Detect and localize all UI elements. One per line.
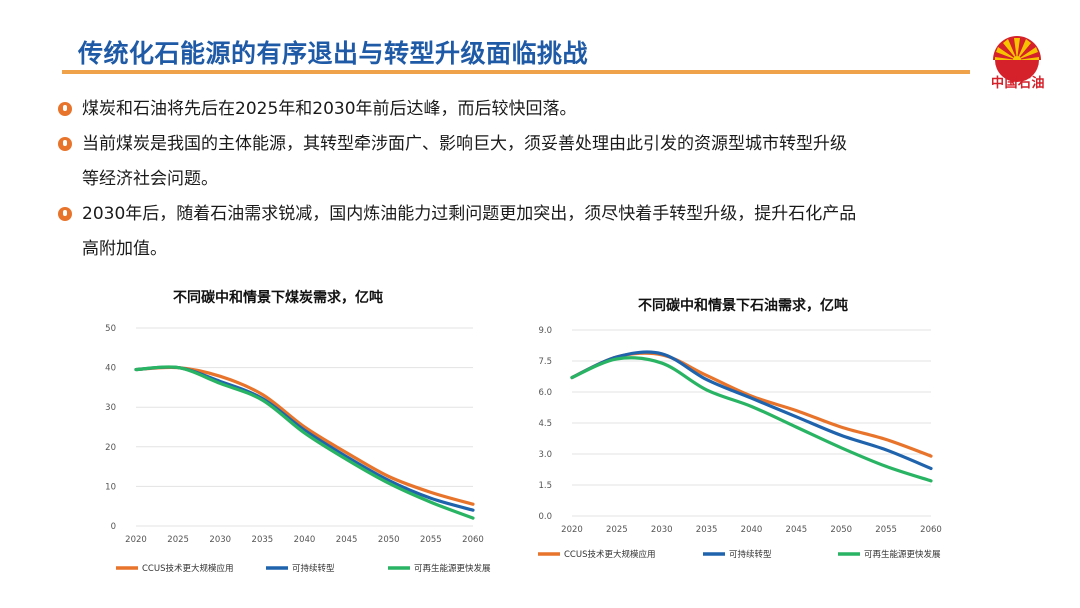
bullet-list: 煤炭和石油将先后在2025年和2030年前后达峰，而后较快回落。 当前煤炭是我国…	[58, 92, 1038, 267]
y-tick-label: 6.0	[538, 388, 552, 398]
x-tick-label: 2025	[606, 525, 628, 535]
x-tick-label: 2055	[875, 525, 897, 535]
title-underline	[62, 70, 970, 74]
y-tick-label: 40	[105, 364, 116, 374]
bullet-item: 煤炭和石油将先后在2025年和2030年前后达峰，而后较快回落。	[58, 92, 1038, 127]
bullet-icon	[58, 207, 72, 221]
y-tick-label: 3.0	[538, 450, 552, 460]
y-tick-label: 4.5	[538, 419, 552, 429]
x-tick-label: 2035	[696, 525, 718, 535]
chart-title: 不同碳中和情景下石油需求，亿吨	[638, 297, 848, 314]
series-line-3	[570, 356, 933, 483]
coal-demand-chart: 不同碳中和情景下煤炭需求，亿吨 0 10 20 30 40 50 2020 2025 2030 20…	[58, 286, 508, 578]
x-tick-label: 2040	[741, 525, 763, 535]
x-tick-label: 2020	[561, 525, 583, 535]
legend-label: 可再生能源更快发展	[414, 563, 491, 574]
y-tick-label: 1.5	[538, 481, 552, 491]
bullet-text: 2030年后，随着石油需求锐减，国内炼油能力过剩问题更加突出，须尽快着手转型升级…	[82, 204, 857, 224]
logo-text: 中国石油	[990, 76, 1045, 91]
x-tick-label: 2030	[209, 535, 231, 545]
chart-title: 不同碳中和情景下煤炭需求，亿吨	[173, 289, 383, 306]
chart-svg: 不同碳中和情景下石油需求，亿吨 0.0 1.5 3.0 4.5 6.0 7.5 9.0 2020…	[538, 297, 942, 560]
x-tick-label: 2045	[336, 535, 358, 545]
x-tick-label: 2060	[920, 525, 942, 535]
bullet-text: 当前煤炭是我国的主体能源，其转型牵涉面广、影响巨大，须妥善处理由此引发的资源型城…	[82, 134, 847, 154]
petrochina-logo-icon	[991, 36, 1043, 86]
legend-label: 可再生能源更快发展	[864, 549, 941, 560]
bullet-item: 2030年后，随着石油需求锐减，国内炼油能力过剩问题更加突出，须尽快着手转型升级…	[58, 197, 1038, 267]
series-line-1	[570, 351, 933, 458]
y-tick-label: 0	[111, 522, 116, 532]
y-tick-label: 30	[105, 403, 116, 413]
series-line-3	[134, 365, 475, 520]
bullet-text: 煤炭和石油将先后在2025年和2030年前后达峰，而后较快回落。	[82, 99, 577, 119]
legend-label: CCUS技术更大规模应用	[142, 563, 234, 574]
x-tick-label: 2045	[786, 525, 808, 535]
x-tick-label: 2050	[830, 525, 852, 535]
x-tick-label: 2020	[125, 535, 147, 545]
y-tick-label: 50	[105, 324, 116, 334]
x-tick-label: 2055	[420, 535, 442, 545]
x-tick-label: 2030	[651, 525, 673, 535]
x-tick-label: 2050	[378, 535, 400, 545]
x-tick-label: 2060	[462, 535, 484, 545]
y-tick-label: 20	[105, 443, 116, 453]
series-line-2	[570, 350, 933, 471]
legend-label: 可持续转型	[729, 549, 772, 560]
bullet-icon	[58, 137, 72, 151]
bullet-text-continued: 等经济社会问题。	[82, 169, 218, 189]
y-tick-label: 7.5	[538, 357, 552, 367]
bullet-icon	[58, 102, 72, 116]
bullet-text-continued: 高附加值。	[82, 239, 167, 259]
legend-label: CCUS技术更大规模应用	[564, 549, 656, 560]
legend-label: 可持续转型	[292, 563, 335, 574]
x-tick-label: 2025	[167, 535, 189, 545]
y-tick-label: 0.0	[538, 512, 552, 522]
y-tick-label: 10	[105, 482, 116, 492]
x-tick-label: 2035	[252, 535, 274, 545]
series-line-1	[134, 365, 475, 506]
page-title: 传统化石能源的有序退出与转型升级面临挑战	[78, 39, 589, 68]
y-tick-label: 9.0	[538, 326, 552, 336]
oil-demand-chart: 不同碳中和情景下石油需求，亿吨 0.0 1.5 3.0 4.5 6.0 7.5 9.0 2020…	[508, 292, 978, 582]
x-tick-label: 2040	[294, 535, 316, 545]
bullet-item: 当前煤炭是我国的主体能源，其转型牵涉面广、影响巨大，须妥善处理由此引发的资源型城…	[58, 127, 1038, 197]
